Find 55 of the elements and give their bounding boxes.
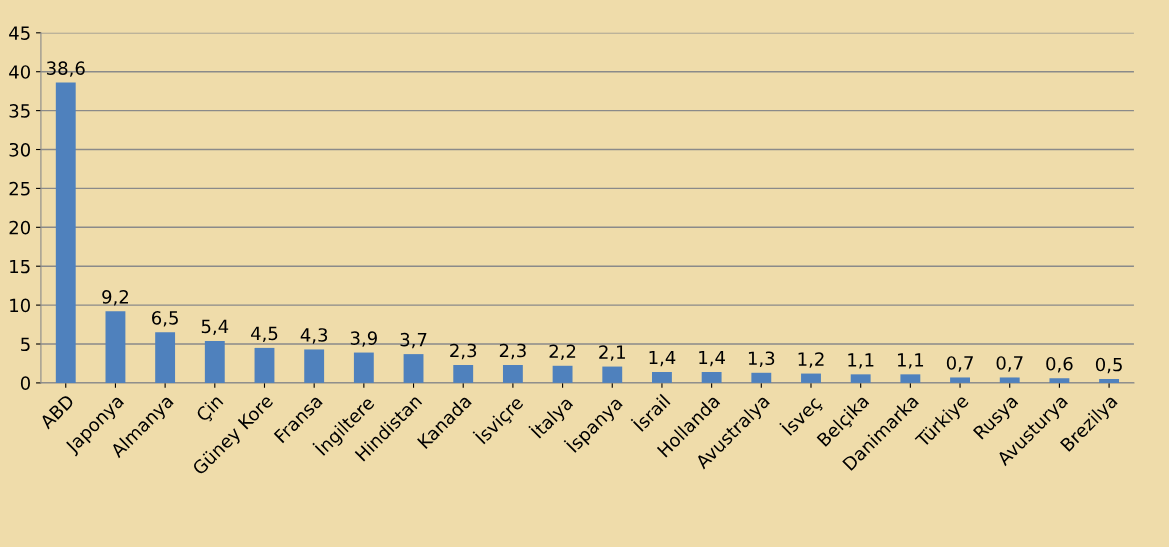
bar	[155, 332, 176, 383]
data-label: 0,7	[996, 356, 1023, 372]
data-label: 1,1	[897, 353, 924, 369]
y-tick-label: 0	[20, 376, 30, 391]
bar	[900, 374, 921, 383]
data-label: 4,5	[251, 326, 278, 343]
x-tick-label: Çin	[194, 393, 226, 425]
bar	[850, 374, 871, 383]
bar	[999, 377, 1020, 383]
bar	[1049, 378, 1070, 383]
y-tick-label: 15	[10, 259, 30, 274]
bar	[652, 372, 672, 383]
y-tick-label: 35	[9, 104, 30, 118]
bar	[453, 365, 474, 383]
data-label: 3,7	[400, 332, 427, 349]
data-label: 1,2	[798, 352, 824, 368]
bar	[204, 340, 225, 383]
bar	[950, 377, 970, 383]
y-tick-label: 45	[9, 26, 30, 40]
y-tick-label: 40	[9, 65, 30, 79]
data-label: 1,4	[649, 350, 676, 367]
y-tick-label: 5	[21, 337, 30, 352]
data-label: 2,3	[450, 343, 477, 360]
data-label: 3,9	[350, 331, 377, 347]
bar	[502, 365, 523, 383]
data-label: 1,1	[848, 353, 874, 369]
y-tick-label: 10	[10, 298, 30, 313]
bar	[254, 347, 275, 383]
bar	[602, 366, 623, 383]
data-label: 2,1	[599, 345, 625, 361]
data-label: 4,3	[300, 328, 328, 344]
data-label: 1,4	[699, 350, 725, 367]
data-label: 2,2	[549, 344, 576, 360]
data-label: 5,4	[201, 319, 229, 336]
data-label: 0,7	[946, 356, 973, 372]
bar	[353, 352, 374, 383]
data-label: 1,3	[748, 351, 775, 367]
bar	[1099, 379, 1120, 383]
data-label: 38,6	[47, 61, 85, 77]
data-label: 9,2	[102, 290, 128, 306]
data-label: 0,5	[1095, 357, 1122, 374]
bar	[701, 372, 722, 383]
data-label: 6,5	[152, 311, 178, 327]
bar	[751, 372, 772, 383]
bar	[304, 349, 325, 383]
data-label: 2,3	[499, 343, 526, 360]
y-tick-label: 25	[9, 181, 30, 196]
bar	[403, 354, 424, 383]
y-tick-label: 30	[9, 142, 30, 157]
bar	[105, 311, 126, 383]
data-label: 0,6	[1046, 356, 1073, 373]
bar	[55, 82, 76, 383]
bar	[552, 365, 573, 383]
y-tick-label: 20	[9, 220, 30, 235]
bar	[801, 373, 821, 383]
